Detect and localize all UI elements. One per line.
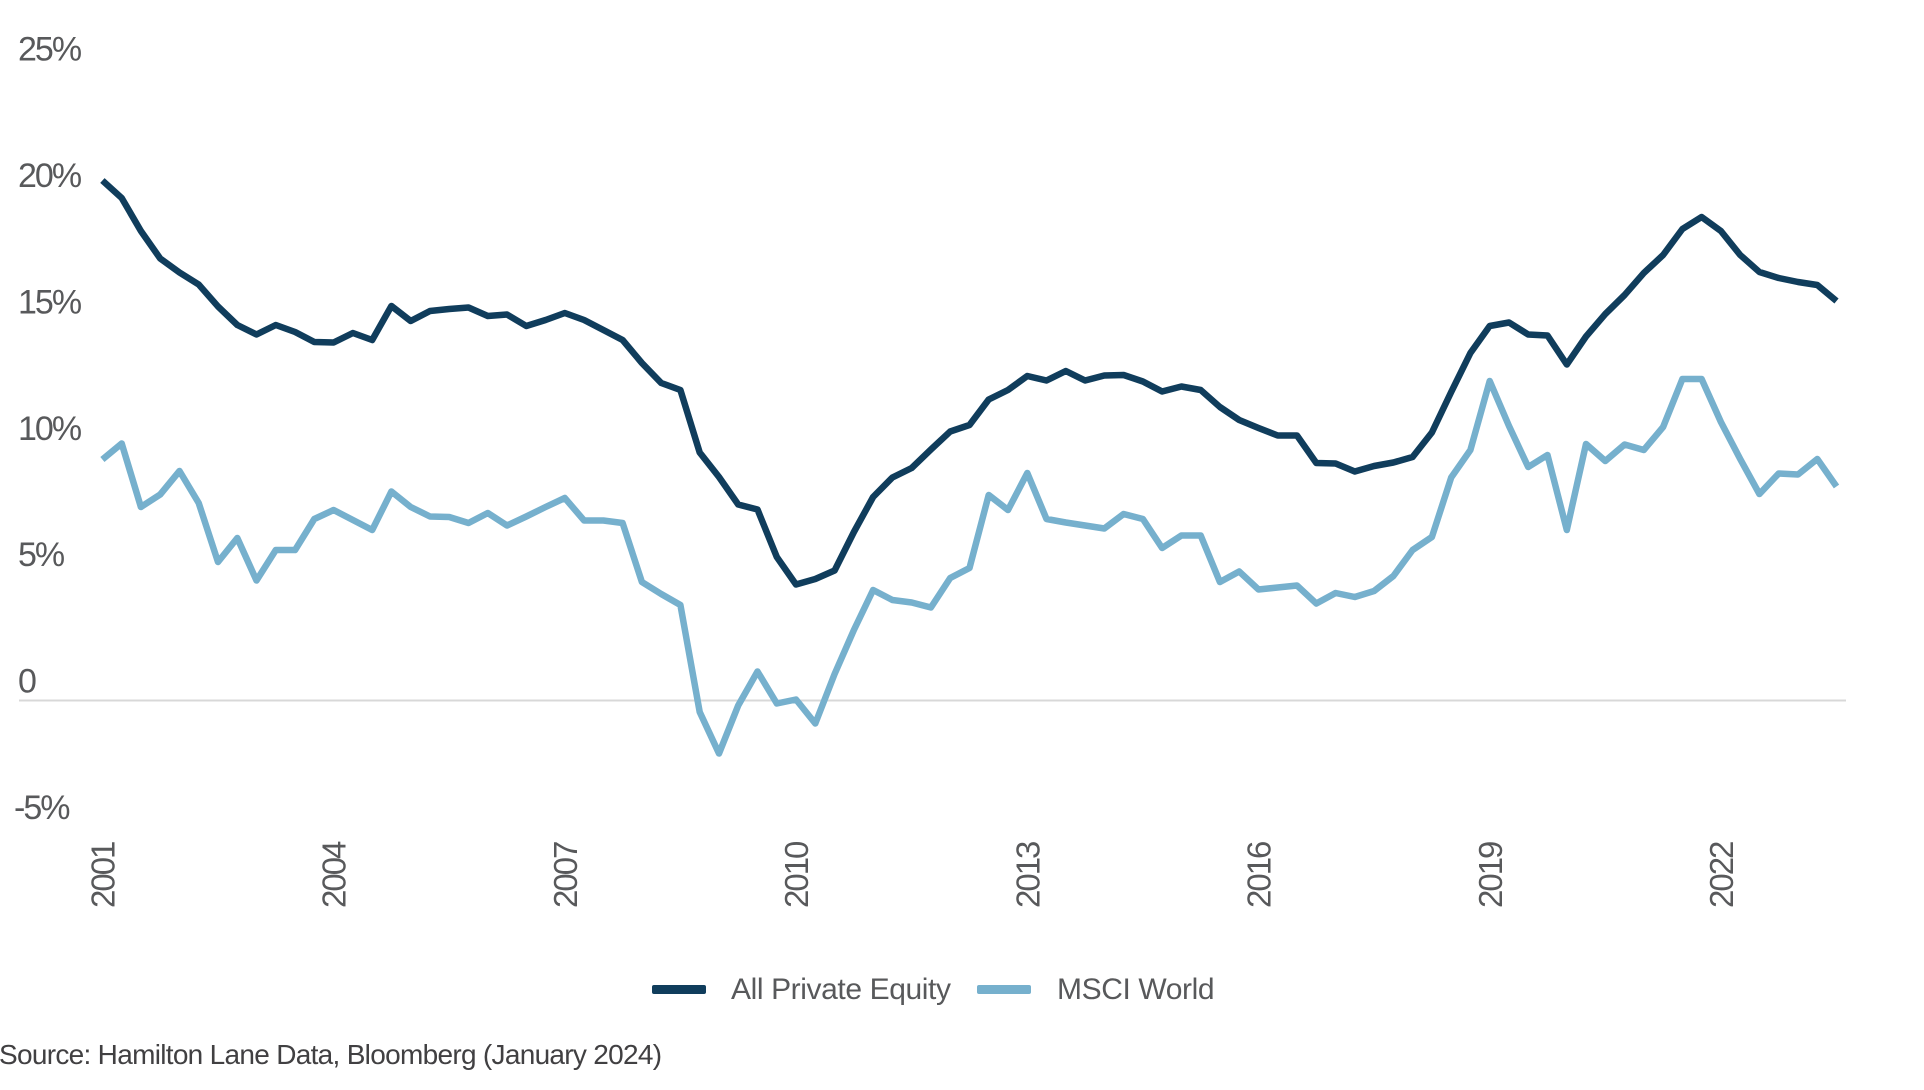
svg-text:2022: 2022 xyxy=(1703,842,1740,908)
svg-text:-5%: -5% xyxy=(14,789,70,827)
svg-text:2019: 2019 xyxy=(1472,842,1509,908)
svg-text:5%: 5% xyxy=(18,536,65,574)
svg-text:2010: 2010 xyxy=(778,841,815,908)
svg-text:2007: 2007 xyxy=(547,842,584,908)
svg-text:25%: 25% xyxy=(18,31,82,69)
svg-text:15%: 15% xyxy=(18,283,82,321)
svg-text:Source: Hamilton Lane Data, Bl: Source: Hamilton Lane Data, Bloomberg (J… xyxy=(0,1039,661,1070)
svg-text:2001: 2001 xyxy=(85,842,122,908)
svg-text:10%: 10% xyxy=(18,410,82,448)
svg-text:2004: 2004 xyxy=(316,841,353,908)
svg-text:2016: 2016 xyxy=(1241,842,1278,908)
svg-text:20%: 20% xyxy=(18,157,82,195)
svg-text:All Private Equity: All Private Equity xyxy=(731,973,951,1006)
svg-text:2013: 2013 xyxy=(1009,842,1046,908)
svg-text:0: 0 xyxy=(18,663,36,701)
svg-text:MSCI World: MSCI World xyxy=(1057,973,1214,1006)
